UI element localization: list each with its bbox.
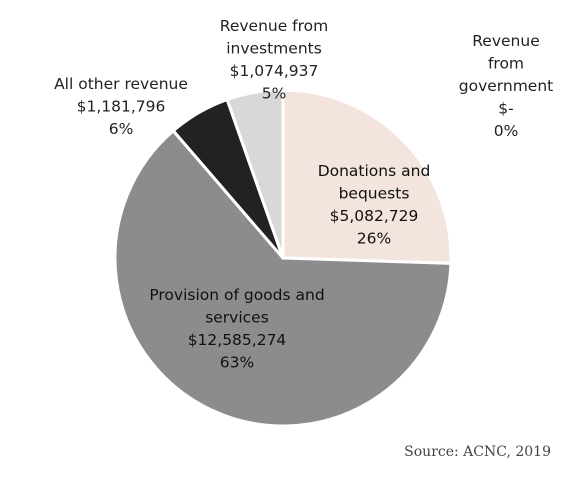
slice-label-percent: 5% [262,85,287,103]
slice-label-revenue-from-government: Revenue from government $- 0% [459,32,554,140]
pie-slice-provision-of-goods-and-services [113,129,453,428]
slice-label-donations-and-bequests: Donations and bequests $5,082,729 26% [318,162,431,248]
slice-label-provision-of-goods-and-services: Provision of goods and services $12,585,27… [149,286,324,372]
slice-label-name: services [205,309,269,327]
slice-label-value: $- [498,100,513,118]
slice-label-revenue-from-investments: Revenue from investments $1,074,937 5% [220,17,329,103]
slice-label-value: $5,082,729 [330,207,419,225]
slice-label-percent: 6% [109,120,134,138]
slice-label-name: investments [226,40,322,58]
slice-label-percent: 26% [357,230,391,248]
slice-label-value: $12,585,274 [188,331,287,349]
pie-slices [113,88,453,428]
slice-label-name: Provision of goods and [149,286,324,304]
slice-label-value: $1,074,937 [230,62,319,80]
pie-slice-revenue-from-investments [225,88,285,260]
slice-label-name: All other revenue [54,75,188,93]
slice-labels: Donations and bequests $5,082,729 26% Provis… [54,17,553,372]
slice-label-all-other-revenue: All other revenue $1,181,796 6% [54,75,188,138]
slice-label-name: from [488,55,524,73]
slice-label-name: Revenue from [220,17,329,35]
pie-slice-donations-and-bequests [281,88,453,265]
slice-label-percent: 0% [494,122,519,140]
slice-label-name: Donations and [318,162,431,180]
slice-label-percent: 63% [220,354,254,372]
slice-label-value: $1,181,796 [77,98,166,116]
slice-label-name: bequests [339,185,410,203]
source-caption: Source: ACNC, 2019 [404,444,551,460]
slice-label-name: Revenue [472,32,540,50]
slice-label-name: government [459,77,554,95]
